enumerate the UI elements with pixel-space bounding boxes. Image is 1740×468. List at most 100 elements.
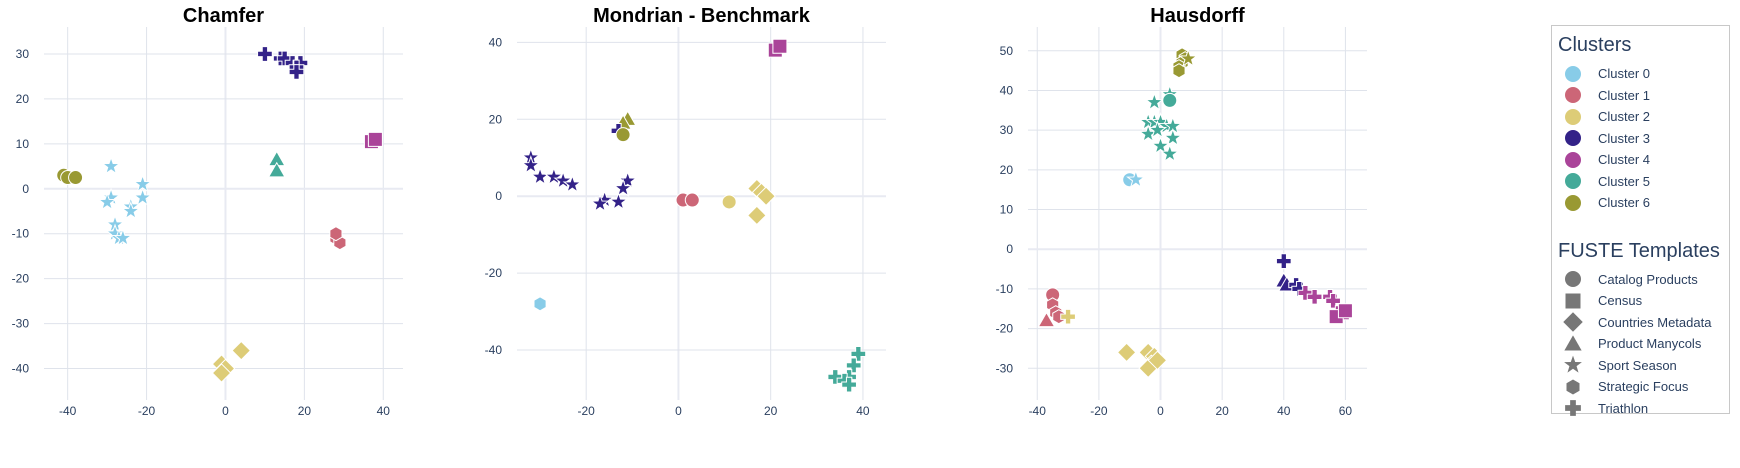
y-tick-label: 10: [1000, 203, 1014, 217]
y-tick-label: 30: [1000, 123, 1014, 137]
legend-item-template-triangle[interactable]: Product Manycols: [1558, 333, 1729, 355]
legend-circle-icon: [1565, 271, 1581, 288]
legend-item-template-cross[interactable]: Triathlon: [1558, 398, 1729, 420]
data-point-cluster-5-star: [1163, 127, 1183, 147]
data-point-cluster-3-cross: [1291, 281, 1308, 297]
y-tick-label: 20: [489, 112, 503, 126]
legend-item-cluster-5[interactable]: Cluster 5: [1558, 171, 1729, 193]
data-point-cluster-2-diamond: [1147, 350, 1168, 371]
legend-item-cluster-6[interactable]: Cluster 6: [1558, 192, 1729, 214]
y-tick-label: -10: [996, 282, 1014, 296]
y-tick-label: -30: [996, 361, 1014, 375]
legend-item-template-diamond[interactable]: Countries Metadata: [1558, 312, 1729, 334]
legend-item-cluster-1[interactable]: Cluster 1: [1558, 85, 1729, 107]
x-tick-label: -20: [138, 404, 156, 418]
x-tick-label: 40: [1277, 404, 1291, 418]
legend-cross-icon: [1565, 400, 1581, 417]
legend-circle-icon: [1565, 87, 1581, 104]
chart-title: Hausdorff: [1150, 5, 1245, 27]
data-point-cluster-4-square: [1337, 303, 1353, 319]
data-point-cluster-2-diamond: [1116, 342, 1137, 363]
charts-area: -40 -20 0 20 40 -40 -30 -20 -10 0 10 20 30 Chamfer -20…: [12, 5, 1367, 418]
legend-item-cluster-2[interactable]: Cluster 2: [1558, 106, 1729, 128]
legend-triangle-icon: [1564, 335, 1582, 351]
x-tick-label: 0: [1157, 404, 1164, 418]
data-point-cluster-5-cross: [841, 376, 857, 393]
data-point-cluster-3-cross: [1275, 253, 1292, 269]
legend-diamond-icon: [1563, 312, 1583, 332]
legend: Clusters Cluster 0 Cluster 1 Cluster 2 Clus…: [1551, 25, 1730, 417]
legend-item-template-star[interactable]: Sport Season: [1558, 355, 1729, 377]
data-point-cluster-0-star: [132, 187, 153, 207]
data-point-cluster-0-star: [97, 191, 117, 211]
y-tick-label: 50: [1000, 44, 1014, 58]
data-point-cluster-3-cross: [288, 64, 305, 80]
chart-panel-3: -40 -20 0 20 40 60 -30 -20 -10 0 10 20 30 40 50 Hausdor…: [996, 5, 1367, 418]
legend-item-label: Sport Season: [1598, 357, 1677, 373]
y-tick-label: -20: [12, 272, 30, 286]
legend-item-label: Cluster 4: [1598, 152, 1651, 168]
legend-item-cluster-3[interactable]: Cluster 3: [1558, 128, 1729, 150]
legend-item-cluster-4[interactable]: Cluster 4: [1558, 149, 1729, 171]
legend-item-label: Cluster 3: [1598, 130, 1651, 146]
x-tick-label: 0: [222, 404, 229, 418]
data-point-cluster-3-star: [544, 166, 564, 186]
data-point-cluster-3-star: [608, 191, 629, 211]
legend-circle-icon: [1565, 130, 1581, 147]
legend-item-label: Cluster 6: [1598, 195, 1651, 211]
x-tick-label: -40: [59, 404, 77, 418]
x-tick-label: 20: [298, 404, 312, 418]
data-point-cluster-3-star: [590, 193, 610, 213]
x-tick-label: 0: [675, 404, 682, 418]
data-point-cluster-3-star: [562, 174, 583, 193]
data-point-cluster-4-cross: [1297, 285, 1314, 301]
data-point-cluster-2-diamond: [756, 186, 776, 207]
data-point-cluster-1-hexagon: [329, 226, 343, 242]
data-point-cluster-2-cross: [1060, 308, 1076, 325]
legend-circle-icon: [1565, 65, 1581, 82]
x-tick-label: 40: [856, 404, 870, 418]
data-point-cluster-5-cross: [850, 346, 867, 362]
chart-title: Mondrian - Benchmark: [593, 5, 811, 27]
y-tick-label: 40: [489, 35, 503, 49]
x-tick-label: -20: [578, 404, 596, 418]
data-point-cluster-3-star: [521, 155, 541, 174]
legend-item-template-hexagon[interactable]: Strategic Focus: [1558, 376, 1729, 398]
data-point-cluster-0-hexagon: [533, 296, 547, 312]
data-point-cluster-5-cross: [845, 357, 862, 374]
data-point-cluster-2-diamond: [231, 340, 252, 361]
legend-item-label: Catalog Products: [1598, 271, 1698, 287]
legend-circle-icon: [1565, 151, 1581, 168]
y-tick-label: 20: [16, 92, 30, 106]
y-tick-label: -40: [12, 362, 30, 376]
y-tick-label: -10: [12, 227, 30, 241]
data-point-cluster-3-star: [613, 178, 633, 197]
x-tick-label: 60: [1339, 404, 1353, 418]
data-point-cluster-3-star: [617, 170, 638, 190]
data-point-cluster-5-star: [1144, 92, 1165, 111]
data-point-cluster-5-star: [1150, 135, 1171, 155]
legend-clusters-list: Cluster 0 Cluster 1 Cluster 2 Cluster 3 Clus…: [1558, 63, 1729, 214]
data-point-cluster-1-hexagon: [1052, 309, 1066, 325]
data-point-cluster-5-star: [1147, 119, 1168, 139]
data-point-cluster-1-triangle: [1037, 311, 1056, 328]
data-point-cluster-0-star: [101, 156, 121, 175]
data-point-cluster-0-star: [113, 227, 133, 247]
legend-item-label: Cluster 2: [1598, 109, 1651, 125]
data-point-cluster-5-circle: [1162, 92, 1178, 108]
data-point-cluster-0-star: [1126, 169, 1146, 189]
chart-title: Chamfer: [183, 5, 264, 27]
data-point-cluster-4-square: [772, 38, 788, 54]
data-point-cluster-5-cross: [827, 369, 844, 385]
y-tick-label: -30: [12, 317, 30, 331]
legend-item-cluster-0[interactable]: Cluster 0: [1558, 63, 1729, 85]
legend-circle-icon: [1565, 194, 1581, 211]
chart-panel-1: -40 -20 0 20 40 -40 -30 -20 -10 0 10 20 30 Chamfer: [12, 5, 403, 418]
legend-item-template-square[interactable]: Census: [1558, 290, 1729, 312]
data-point-cluster-3-cross: [257, 46, 273, 62]
legend-item-label: Strategic Focus: [1598, 379, 1689, 395]
legend-item-label: Countries Metadata: [1598, 314, 1712, 330]
y-tick-label: -20: [996, 322, 1014, 336]
y-tick-label: -20: [485, 266, 503, 280]
legend-item-template-circle[interactable]: Catalog Products: [1558, 269, 1729, 291]
